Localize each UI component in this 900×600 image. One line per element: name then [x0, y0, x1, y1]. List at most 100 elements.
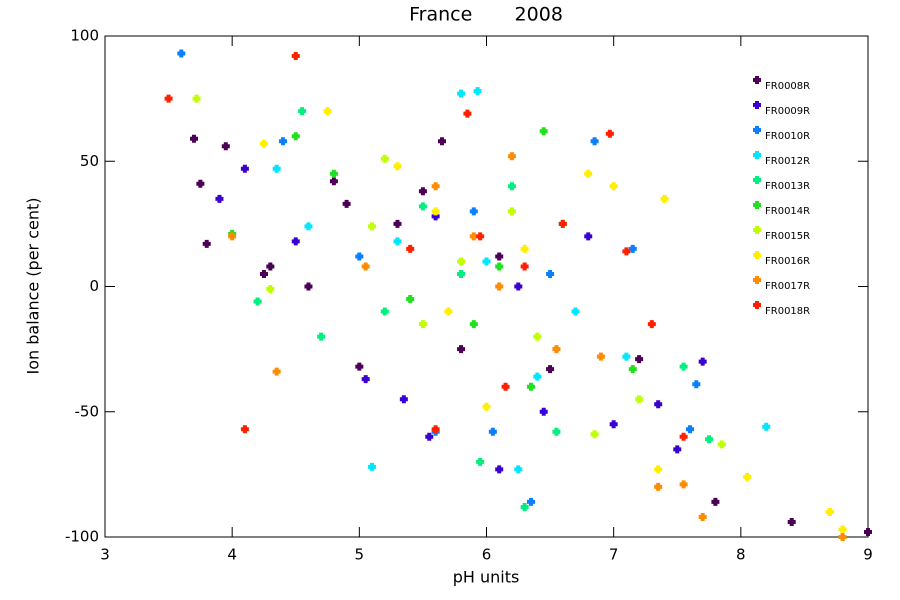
point [482, 402, 491, 411]
point [552, 345, 561, 354]
point [418, 320, 427, 329]
point [622, 247, 631, 256]
point [495, 465, 504, 474]
y-tick-label: -50 [75, 402, 100, 420]
point [590, 430, 599, 439]
point [190, 134, 199, 143]
point [539, 127, 548, 136]
point [473, 87, 482, 96]
legend-label: FR0018R [765, 306, 810, 317]
point [393, 219, 402, 228]
legend-marker [753, 276, 761, 284]
point [425, 432, 434, 441]
point [196, 179, 205, 188]
point [457, 345, 466, 354]
point [539, 407, 548, 416]
legend-label: FR0010R [765, 131, 810, 142]
point [685, 425, 694, 434]
point [520, 244, 529, 253]
point [463, 109, 472, 118]
point [864, 527, 872, 536]
legend-marker [753, 201, 761, 209]
point [654, 465, 663, 474]
point [558, 219, 567, 228]
point [743, 472, 752, 481]
legend-marker [753, 126, 761, 134]
legend-label: FR0009R [765, 106, 810, 117]
x-tick-label: 4 [227, 546, 237, 564]
legend-marker [753, 251, 761, 259]
point [514, 465, 523, 474]
point [654, 400, 663, 409]
point [527, 497, 536, 506]
legend-marker [753, 151, 761, 159]
x-axis-label: pH units [453, 568, 520, 587]
point [495, 252, 504, 261]
point [272, 164, 281, 173]
point [673, 445, 682, 454]
legend-label: FR0016R [765, 256, 810, 267]
point [527, 382, 536, 391]
point [457, 257, 466, 266]
point [838, 525, 847, 534]
point [590, 137, 599, 146]
legend-label: FR0014R [765, 206, 810, 217]
point [507, 182, 516, 191]
point [584, 169, 593, 178]
point [762, 422, 771, 431]
point [533, 372, 542, 381]
x-tick-label: 5 [355, 546, 365, 564]
point [298, 107, 307, 116]
legend-marker [753, 226, 761, 234]
point [393, 237, 402, 246]
legend-marker [753, 176, 761, 184]
point [698, 357, 707, 366]
point [507, 207, 516, 216]
point [228, 232, 237, 241]
point [596, 352, 605, 361]
point [628, 244, 637, 253]
point [787, 517, 796, 526]
point [291, 52, 300, 61]
point [698, 512, 707, 521]
y-tick-label: -100 [65, 528, 99, 546]
point [609, 420, 618, 429]
point [279, 137, 288, 146]
point [291, 237, 300, 246]
point [317, 332, 326, 341]
point [628, 365, 637, 374]
point [647, 320, 656, 329]
point [240, 164, 249, 173]
point [304, 222, 313, 231]
point [546, 269, 555, 278]
point [240, 425, 249, 434]
point [838, 533, 847, 541]
y-tick-label: 50 [80, 152, 99, 170]
point [660, 194, 669, 203]
legend-marker [753, 76, 761, 84]
legend-label: FR0015R [765, 231, 810, 242]
point [476, 232, 485, 241]
point [520, 502, 529, 511]
point [323, 107, 332, 116]
x-tick-label: 9 [863, 546, 873, 564]
point [437, 137, 446, 146]
point [546, 365, 555, 374]
point [380, 154, 389, 163]
point [469, 320, 478, 329]
point [679, 362, 688, 371]
x-tick-label: 7 [609, 546, 619, 564]
point [202, 239, 211, 248]
point [488, 427, 497, 436]
legend-label: FR0008R [765, 81, 810, 92]
point [221, 142, 230, 151]
point [717, 440, 726, 449]
legend-label: FR0012R [765, 156, 810, 167]
point [514, 282, 523, 291]
point [361, 262, 370, 271]
point [431, 207, 440, 216]
point [177, 49, 186, 58]
y-tick-label: 0 [89, 277, 99, 295]
legend-marker [753, 101, 761, 109]
point [476, 457, 485, 466]
